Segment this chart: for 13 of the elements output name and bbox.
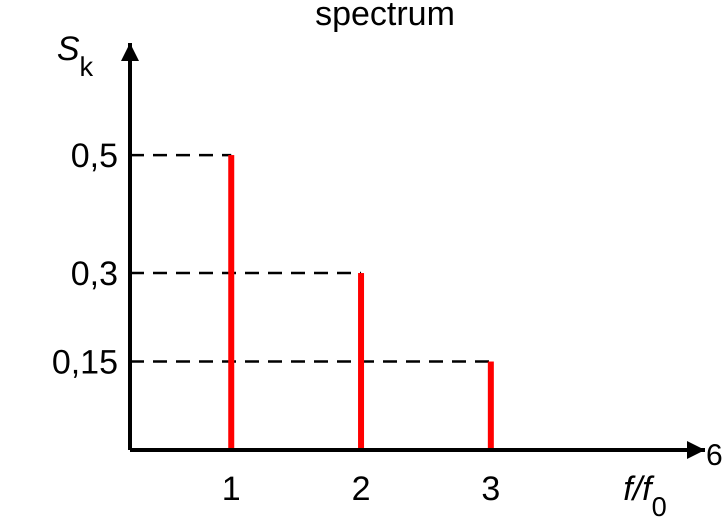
chart-title: spectrum (315, 0, 455, 33)
x-tick-label: 3 (481, 470, 500, 508)
bar (488, 362, 494, 450)
x-tick-label: 2 (352, 470, 370, 508)
x-tick-label: 1 (222, 470, 241, 508)
y-tick-label: 0,15 (52, 343, 118, 382)
bar (228, 155, 234, 450)
y-axis-title: S$_{k}$ (56, 30, 94, 82)
y-tick-label: 0,3 (70, 254, 118, 293)
bar (358, 273, 364, 450)
y-tick-label: 0,5 (70, 136, 118, 175)
text: 6 (706, 439, 723, 472)
x-axis-title: f/f$_{0}$ (623, 470, 667, 522)
